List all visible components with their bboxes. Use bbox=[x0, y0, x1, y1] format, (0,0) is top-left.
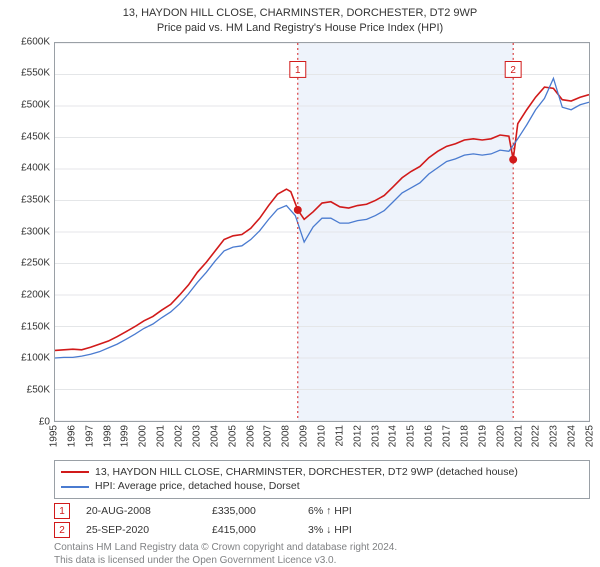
x-tick-label: 2014 bbox=[388, 425, 399, 447]
x-tick-label: 1995 bbox=[49, 425, 60, 447]
y-tick-label: £400K bbox=[21, 163, 50, 174]
x-tick-label: 2002 bbox=[174, 425, 185, 447]
y-axis: £0£50K£100K£150K£200K£250K£300K£350K£400… bbox=[10, 42, 54, 422]
event-price: £415,000 bbox=[212, 524, 292, 536]
x-tick-label: 2011 bbox=[334, 425, 345, 447]
legend-label: 13, HAYDON HILL CLOSE, CHARMINSTER, DORC… bbox=[95, 465, 518, 480]
y-tick-label: £100K bbox=[21, 353, 50, 364]
footer: Contains HM Land Registry data © Crown c… bbox=[54, 541, 590, 567]
x-tick-label: 2016 bbox=[424, 425, 435, 447]
event-row: 1 20-AUG-2008 £335,000 6% ↑ HPI bbox=[54, 503, 590, 519]
y-tick-label: £350K bbox=[21, 195, 50, 206]
x-tick-label: 2008 bbox=[281, 425, 292, 447]
legend-label: HPI: Average price, detached house, Dors… bbox=[95, 479, 300, 494]
x-tick-label: 1998 bbox=[102, 425, 113, 447]
x-tick-label: 2019 bbox=[477, 425, 488, 447]
x-tick-label: 2010 bbox=[317, 425, 328, 447]
y-tick-label: £550K bbox=[21, 68, 50, 79]
x-tick-label: 2022 bbox=[531, 425, 542, 447]
x-tick-label: 2025 bbox=[585, 425, 596, 447]
title-address: 13, HAYDON HILL CLOSE, CHARMINSTER, DORC… bbox=[10, 6, 590, 21]
y-tick-label: £600K bbox=[21, 36, 50, 47]
x-tick-label: 2012 bbox=[352, 425, 363, 447]
x-tick-label: 2015 bbox=[406, 425, 417, 447]
legend-swatch bbox=[61, 486, 89, 488]
event-price: £335,000 bbox=[212, 505, 292, 517]
footer-line-1: Contains HM Land Registry data © Crown c… bbox=[54, 541, 590, 554]
event-date: 20-AUG-2008 bbox=[86, 505, 196, 517]
x-tick-label: 2000 bbox=[138, 425, 149, 447]
svg-text:1: 1 bbox=[295, 65, 301, 76]
x-tick-label: 2003 bbox=[191, 425, 202, 447]
x-tick-label: 1996 bbox=[66, 425, 77, 447]
y-tick-label: £200K bbox=[21, 290, 50, 301]
chart-title: 13, HAYDON HILL CLOSE, CHARMINSTER, DORC… bbox=[10, 6, 590, 36]
x-tick-label: 2017 bbox=[442, 425, 453, 447]
legend-item: 13, HAYDON HILL CLOSE, CHARMINSTER, DORC… bbox=[61, 465, 583, 480]
x-tick-label: 2021 bbox=[513, 425, 524, 447]
x-tick-label: 2013 bbox=[370, 425, 381, 447]
x-tick-label: 2007 bbox=[263, 425, 274, 447]
title-subtitle: Price paid vs. HM Land Registry's House … bbox=[10, 21, 590, 36]
x-tick-label: 2024 bbox=[567, 425, 578, 447]
footer-line-2: This data is licensed under the Open Gov… bbox=[54, 554, 590, 567]
legend: 13, HAYDON HILL CLOSE, CHARMINSTER, DORC… bbox=[54, 460, 590, 499]
x-tick-label: 2023 bbox=[549, 425, 560, 447]
x-tick-label: 2020 bbox=[495, 425, 506, 447]
legend-item: HPI: Average price, detached house, Dors… bbox=[61, 479, 583, 494]
x-tick-label: 2004 bbox=[209, 425, 220, 447]
events-table: 1 20-AUG-2008 £335,000 6% ↑ HPI 2 25-SEP-2020… bbox=[54, 503, 590, 538]
event-badge: 2 bbox=[54, 522, 70, 538]
svg-text:2: 2 bbox=[510, 65, 516, 76]
x-tick-label: 1999 bbox=[120, 425, 131, 447]
x-axis: 1995199619971998199920002001200220032004… bbox=[54, 422, 590, 456]
y-tick-label: £300K bbox=[21, 226, 50, 237]
x-tick-label: 2006 bbox=[245, 425, 256, 447]
x-tick-label: 2009 bbox=[299, 425, 310, 447]
y-tick-label: £150K bbox=[21, 321, 50, 332]
x-tick-label: 2005 bbox=[227, 425, 238, 447]
x-tick-label: 1997 bbox=[84, 425, 95, 447]
chart-plot-area: 12 bbox=[54, 42, 590, 422]
y-tick-label: £250K bbox=[21, 258, 50, 269]
y-tick-label: £450K bbox=[21, 131, 50, 142]
event-delta: 3% ↓ HPI bbox=[308, 524, 352, 536]
x-tick-label: 2001 bbox=[156, 425, 167, 447]
y-tick-label: £50K bbox=[27, 385, 50, 396]
event-row: 2 25-SEP-2020 £415,000 3% ↓ HPI bbox=[54, 522, 590, 538]
event-date: 25-SEP-2020 bbox=[86, 524, 196, 536]
x-tick-label: 2018 bbox=[459, 425, 470, 447]
legend-swatch bbox=[61, 471, 89, 473]
line-chart: 12 bbox=[54, 42, 590, 422]
event-badge: 1 bbox=[54, 503, 70, 519]
event-delta: 6% ↑ HPI bbox=[308, 505, 352, 517]
y-tick-label: £500K bbox=[21, 100, 50, 111]
